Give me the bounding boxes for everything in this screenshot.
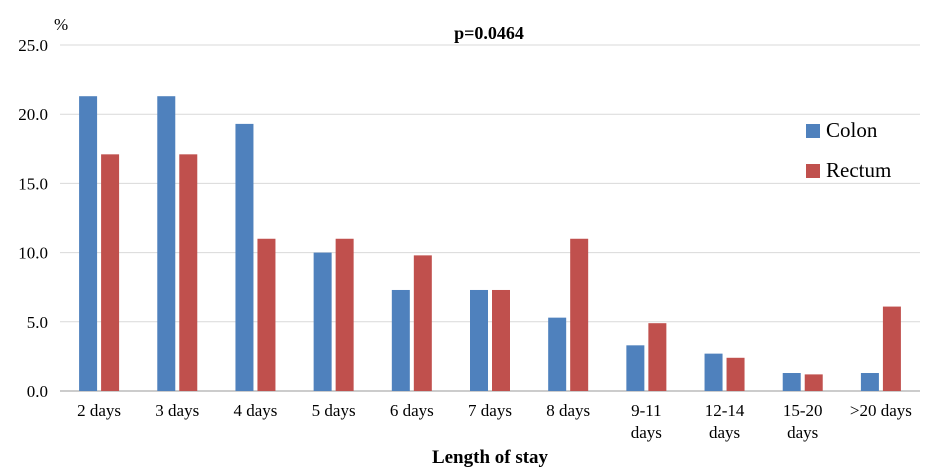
x-axis-label: Length of stay — [432, 447, 549, 468]
y-tick-label: 25.0 — [18, 36, 48, 55]
y-tick-label: 0.0 — [27, 382, 48, 401]
bar-colon — [704, 353, 723, 391]
y-axis-ticks: 0.0 5.0 10.0 15.0 20.0 25.0 — [18, 36, 48, 401]
legend-label-rectum: Rectum — [826, 158, 891, 182]
bar-rectum — [726, 357, 745, 391]
legend: Colon Rectum — [806, 118, 891, 182]
x-tick-label: 4 days — [233, 401, 277, 420]
x-tick-label: days — [787, 423, 818, 442]
x-tick-label: 7 days — [468, 401, 512, 420]
x-tick-label: 15-20 — [783, 401, 823, 420]
bar-colon — [391, 289, 410, 391]
bars — [79, 96, 901, 391]
x-axis-ticks: 2 days 3 days 4 days 5 days 6 days 7 days 8 da… — [77, 401, 912, 442]
bar-rectum — [570, 238, 589, 391]
x-tick-label: 5 days — [312, 401, 356, 420]
bar-colon — [79, 96, 98, 391]
bar-colon — [235, 123, 254, 391]
gridlines — [60, 44, 920, 392]
x-tick-label: 6 days — [390, 401, 434, 420]
x-tick-label: 3 days — [155, 401, 199, 420]
bar-colon — [548, 317, 567, 391]
bar-colon — [626, 345, 645, 391]
y-tick-label: 10.0 — [18, 244, 48, 263]
x-tick-label: 8 days — [546, 401, 590, 420]
x-tick-label: 2 days — [77, 401, 121, 420]
bar-colon — [782, 373, 801, 391]
x-tick-label: 12-14 — [705, 401, 745, 420]
bar-rectum — [882, 306, 901, 391]
legend-swatch-colon — [806, 124, 820, 138]
bar-rectum — [413, 255, 432, 391]
bar-rectum — [179, 154, 198, 391]
bar-rectum — [648, 323, 667, 391]
legend-swatch-rectum — [806, 164, 820, 178]
y-tick-label: 20.0 — [18, 105, 48, 124]
y-axis-label: % — [54, 15, 68, 34]
bar-rectum — [804, 374, 823, 391]
bar-colon — [860, 373, 879, 391]
bar-rectum — [492, 289, 510, 391]
bar-colon — [157, 96, 176, 391]
bar-colon — [470, 289, 488, 391]
chart-title: p=0.0464 — [454, 23, 524, 43]
bar-rectum — [257, 238, 276, 391]
y-tick-label: 5.0 — [27, 313, 48, 332]
x-tick-label: days — [709, 423, 740, 442]
x-tick-label: days — [631, 423, 662, 442]
legend-label-colon: Colon — [826, 118, 878, 142]
x-tick-label: >20 days — [850, 401, 912, 420]
bar-rectum — [335, 238, 354, 391]
y-tick-label: 15.0 — [18, 174, 48, 193]
bar-colon — [313, 252, 332, 391]
bar-rectum — [101, 154, 120, 391]
x-tick-label: 9-11 — [631, 401, 662, 420]
